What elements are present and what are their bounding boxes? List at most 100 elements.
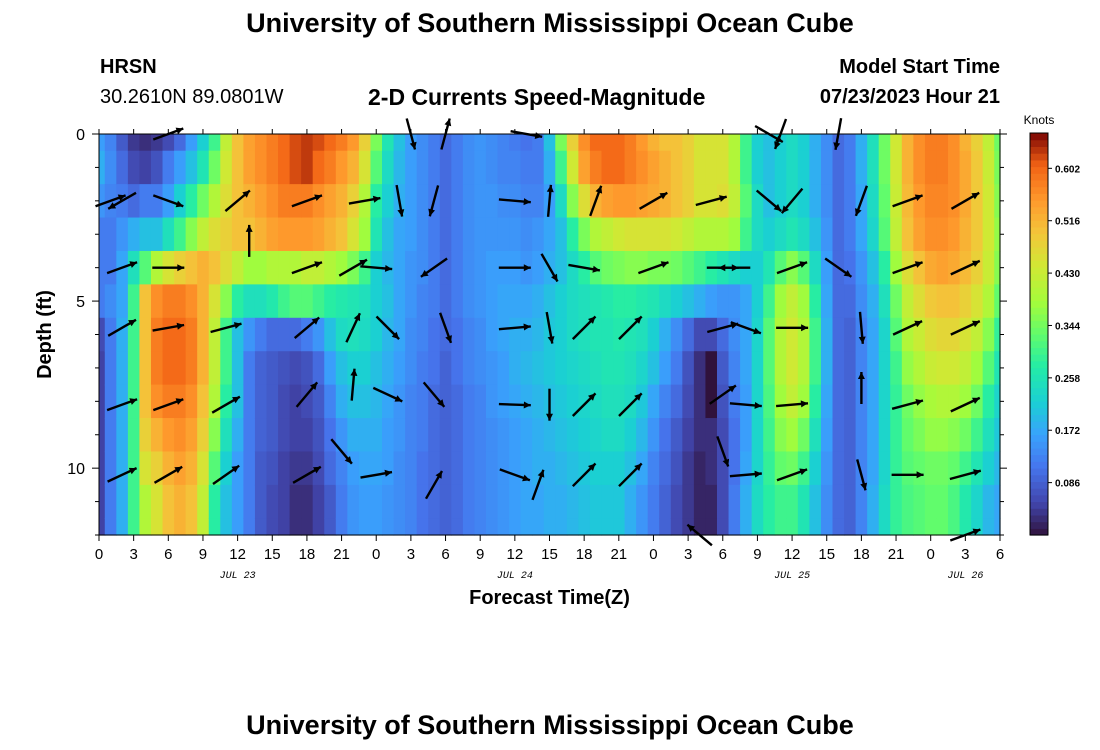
heat-cell: [844, 250, 857, 285]
current-vector: [330, 438, 353, 465]
heat-cell: [555, 184, 568, 219]
heat-cell: [116, 217, 129, 252]
heat-cell: [936, 384, 949, 419]
heat-cell: [959, 150, 972, 185]
heat-cell: [99, 217, 106, 252]
current-vector: [571, 462, 597, 488]
heat-cell: [659, 250, 672, 285]
colorbar-frame: [1029, 132, 1049, 536]
heat-cell: [347, 384, 360, 419]
heat-cell: [878, 284, 891, 319]
heat-cell: [890, 217, 903, 252]
heat-cell: [578, 134, 591, 152]
heat-cell: [624, 384, 637, 419]
heat-cell: [774, 518, 787, 536]
heat-cell: [451, 134, 464, 152]
heat-cell: [462, 484, 476, 519]
heat-cell: [924, 351, 938, 386]
heat-cell: [382, 284, 395, 319]
heat-cell: [555, 451, 568, 486]
heat-cell: [901, 418, 914, 453]
colorbar-band: [1030, 233, 1048, 241]
heat-cell: [254, 451, 268, 486]
heat-cell: [832, 150, 845, 185]
heat-cell: [566, 351, 579, 386]
heat-cell: [451, 284, 464, 319]
heat-cell: [324, 250, 337, 285]
heat-cell: [670, 250, 683, 285]
heat-cell: [104, 484, 117, 519]
current-vector: [95, 194, 127, 208]
heat-cell: [150, 384, 164, 419]
colorbar-band: [1030, 206, 1048, 214]
heat-cell: [982, 351, 995, 386]
heat-cell: [185, 317, 198, 352]
heat-cell: [913, 418, 926, 453]
heat-cell: [520, 351, 533, 386]
model-start-value: 07/23/2023 Hour 21: [819, 86, 1000, 108]
heat-cell: [566, 250, 579, 285]
heat-cell: [127, 351, 141, 386]
heat-cell: [844, 134, 857, 152]
heat-cell: [867, 351, 880, 386]
heat-cell: [324, 418, 337, 453]
colorbar-label: Knots: [1024, 113, 1055, 127]
heat-cell: [924, 217, 938, 252]
current-vector: [545, 311, 555, 344]
heat-cell: [670, 150, 683, 185]
heat-cell: [532, 451, 545, 486]
heat-cell: [693, 150, 707, 185]
heat-cell: [347, 317, 360, 352]
heat-cell: [231, 317, 244, 352]
current-vectors: [95, 117, 982, 547]
heat-cell: [647, 418, 660, 453]
colorbar-band: [1030, 468, 1048, 476]
heat-cell: [116, 484, 129, 519]
heat-cell: [659, 284, 672, 319]
heat-cell: [982, 418, 995, 453]
heat-cell: [971, 150, 984, 185]
heat-cell: [520, 317, 533, 352]
heat-cell: [370, 451, 383, 486]
heat-cell: [139, 317, 152, 352]
heat-cell: [613, 384, 626, 419]
heat-cell: [636, 484, 649, 519]
heat-cell: [971, 134, 984, 152]
heat-cell: [878, 184, 891, 219]
heat-cell: [601, 317, 614, 352]
heat-cell: [670, 518, 683, 536]
heat-cell: [127, 484, 141, 519]
heat-cell: [370, 351, 383, 386]
y-tick-label: 10: [67, 461, 85, 478]
colorbar-band: [1030, 260, 1048, 268]
heat-cell: [266, 418, 279, 453]
heat-cell: [797, 184, 810, 219]
heat-cell: [462, 317, 476, 352]
heat-cell: [509, 451, 522, 486]
heat-cell: [589, 451, 603, 486]
colorbar-band: [1030, 427, 1048, 436]
heat-cell: [150, 317, 164, 352]
heat-cell: [890, 418, 903, 453]
heat-cell: [220, 134, 233, 152]
heat-cell: [659, 484, 672, 519]
heat-cell: [139, 351, 152, 386]
heat-cell: [878, 451, 891, 486]
heat-cell: [971, 184, 984, 219]
heat-cell: [174, 150, 187, 185]
heat-cell: [890, 384, 903, 419]
heat-cell: [139, 451, 152, 486]
heat-cell: [347, 284, 360, 319]
heat-cell: [543, 484, 556, 519]
heat-cell: [289, 518, 302, 536]
heat-cell: [127, 134, 141, 152]
heat-cell: [231, 134, 244, 152]
heat-cell: [682, 184, 695, 219]
x-tick-label: 12: [507, 546, 524, 563]
heat-cell: [613, 451, 626, 486]
x-tick-label: 15: [541, 546, 558, 563]
heat-cell: [208, 250, 221, 285]
heat-cell: [393, 250, 406, 285]
colorbar-band: [1030, 488, 1048, 496]
